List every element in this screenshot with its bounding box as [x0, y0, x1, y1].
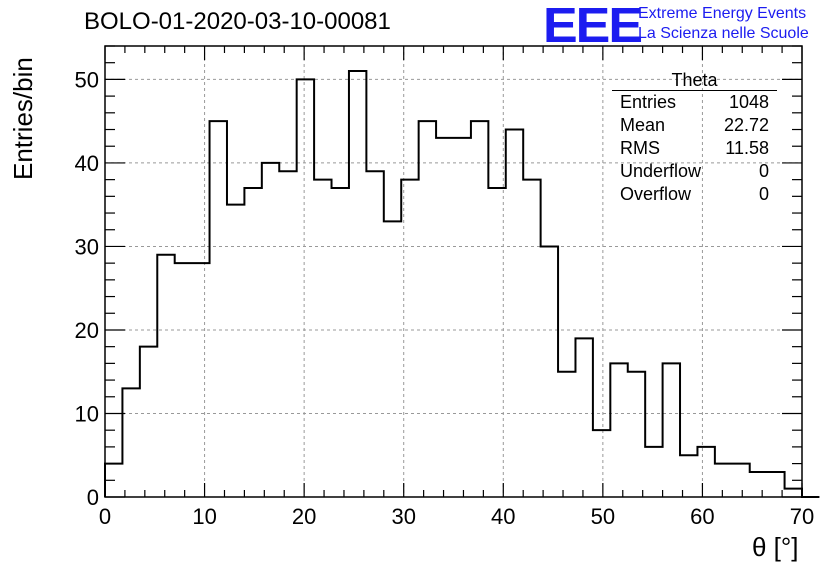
chart-title: BOLO-01-2020-03-10-00081: [84, 8, 391, 35]
y-tick-label: 10: [75, 401, 99, 426]
histogram-bar: [227, 205, 244, 497]
histogram-bar: [697, 447, 714, 497]
histogram-bar: [593, 430, 610, 497]
logo-line-1: Extreme Energy Events: [638, 5, 807, 22]
histogram-bar: [384, 221, 401, 497]
y-tick-label: 40: [75, 151, 99, 176]
stats-row-underflow: Underflow 0: [620, 161, 769, 181]
y-tick-label: 0: [87, 485, 99, 510]
x-tick-label: 40: [491, 504, 515, 529]
histogram-bar: [732, 464, 749, 497]
stats-box: Theta Entries 1048 Mean 22.72 RMS 11.58 Und…: [612, 70, 777, 206]
histogram-bar: [575, 338, 592, 497]
histogram-bar: [454, 138, 471, 497]
histogram-bar: [436, 138, 453, 497]
histogram-bar: [140, 347, 157, 497]
x-axis-label: θ [°]: [752, 532, 799, 562]
histogram-bar: [750, 472, 767, 497]
histogram-bar: [610, 363, 627, 497]
stats-row-overflow: Overflow 0: [620, 184, 769, 204]
stats-row-rms: RMS 11.58: [620, 138, 769, 158]
x-tick-label: 60: [690, 504, 714, 529]
histogram-bar: [715, 464, 732, 497]
histogram-bar: [210, 121, 227, 497]
histogram-bar: [645, 447, 662, 497]
histogram-bar: [192, 263, 209, 497]
histogram-bar: [157, 255, 174, 497]
logo-line-2: La Scienza nelle Scuole: [638, 25, 809, 42]
histogram-bar: [297, 79, 314, 497]
plot-frame: [104, 45, 803, 498]
stats-row-mean: Mean 22.72: [620, 115, 769, 135]
histogram-bar: [122, 388, 139, 497]
stats-row-entries: Entries 1048: [620, 92, 769, 112]
histogram-bar: [401, 180, 418, 497]
x-tick-label: 30: [391, 504, 415, 529]
histogram-bar: [279, 171, 296, 497]
histogram-bar: [785, 489, 802, 497]
histogram-bar: [541, 246, 558, 497]
x-tick-label: 50: [591, 504, 615, 529]
histogram-bar: [558, 372, 575, 497]
x-tick-label: 70: [790, 504, 814, 529]
histogram-bar: [366, 171, 383, 497]
histogram-bar: [663, 363, 680, 497]
x-tick-label: 10: [192, 504, 216, 529]
x-tick-label: 0: [99, 504, 111, 529]
histogram-bar: [332, 188, 349, 497]
histogram-bar: [419, 121, 436, 497]
histogram-bar: [628, 372, 645, 497]
histogram-bar: [262, 163, 279, 497]
eee-logo: EEE: [543, 0, 643, 54]
histogram-bar: [349, 71, 366, 497]
histogram-bar: [471, 121, 488, 497]
stats-title: Theta: [612, 70, 777, 91]
y-tick-label: 50: [75, 67, 99, 92]
histogram-bar: [523, 180, 540, 497]
histogram-outline: [104, 70, 820, 498]
histogram-bar: [244, 188, 261, 497]
histogram-bar: [314, 180, 331, 497]
y-tick-label: 30: [75, 234, 99, 259]
y-tick-label: 20: [75, 318, 99, 343]
histogram-bar: [175, 263, 192, 497]
histogram-bar: [506, 130, 523, 497]
eee-logo-text: Extreme Energy Events La Scienza nelle S…: [638, 4, 809, 44]
x-tick-label: 20: [292, 504, 316, 529]
histogram-bar: [488, 188, 505, 497]
